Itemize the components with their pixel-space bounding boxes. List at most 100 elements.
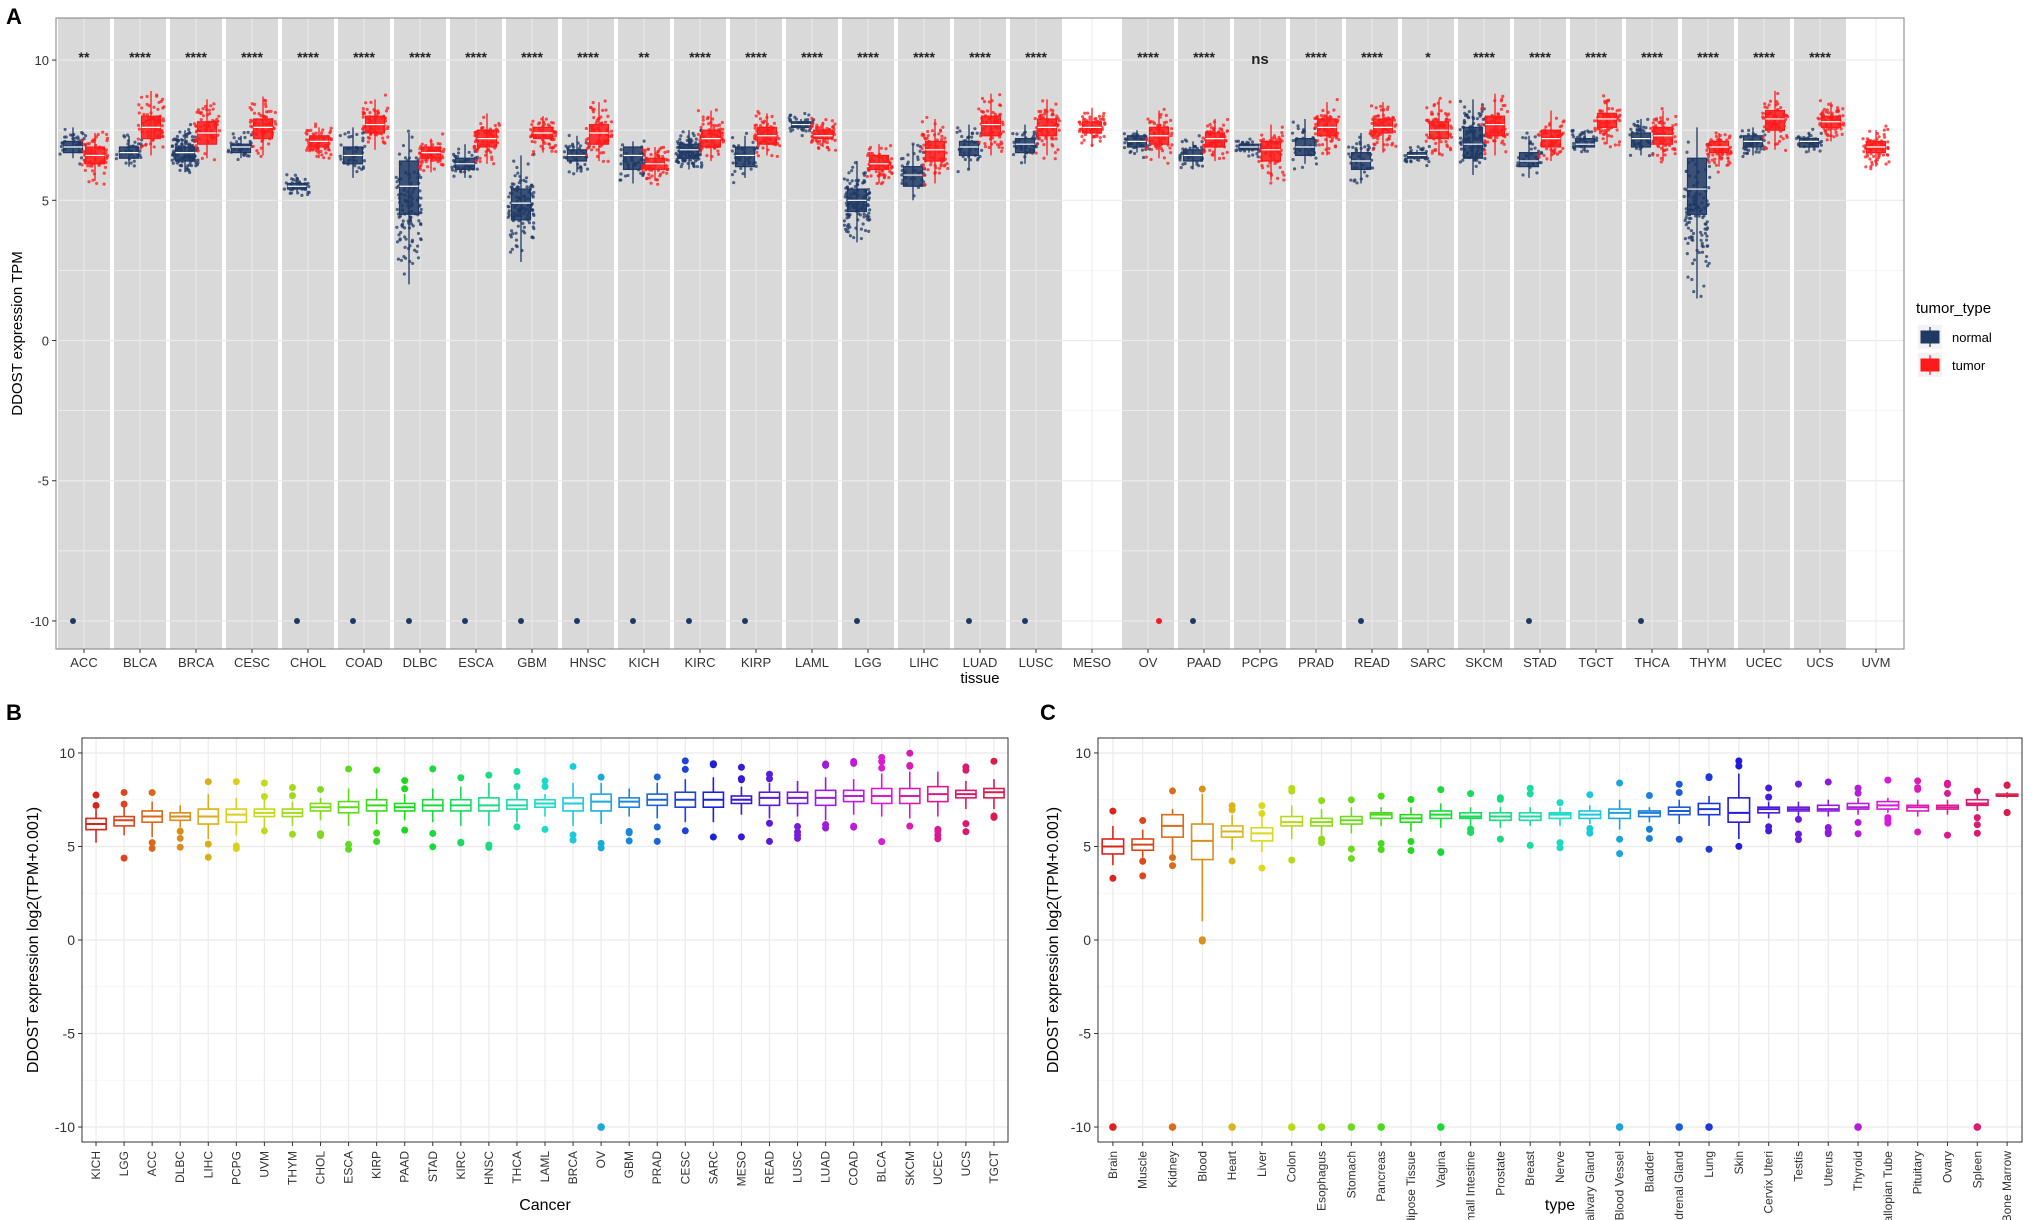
jitter-point	[1122, 146, 1127, 150]
jitter-point	[80, 163, 84, 167]
jitter-point	[524, 179, 528, 184]
jitter-point	[1761, 116, 1765, 120]
jitter-point	[1483, 148, 1487, 152]
box-coad-tumor	[361, 93, 390, 150]
jitter-point	[343, 132, 347, 136]
jitter-point	[866, 153, 870, 158]
jitter-point	[649, 152, 653, 157]
jitter-point	[103, 165, 108, 169]
jitter-point	[1439, 109, 1443, 113]
jitter-point	[789, 129, 793, 133]
jitter-point	[349, 134, 353, 139]
jitter-point	[475, 167, 479, 171]
jitter-point	[1241, 140, 1245, 144]
jitter-point	[1673, 152, 1677, 156]
jitter-point	[507, 213, 511, 217]
panel-b-x-tick-label: KICH	[89, 1151, 103, 1180]
jitter-point	[688, 158, 693, 162]
jitter-point	[248, 120, 253, 124]
jitter-point	[1393, 124, 1397, 128]
jitter-point	[1768, 99, 1773, 103]
jitter-point	[1234, 139, 1238, 143]
jitter-point	[911, 142, 915, 146]
jitter-point	[1273, 136, 1277, 140]
panel-b-y-tick-label: 0	[67, 932, 75, 948]
jitter-point	[589, 148, 594, 152]
box-acc-tumor	[80, 130, 110, 186]
jitter-point	[216, 133, 220, 137]
jitter-point	[1719, 155, 1723, 160]
jitter-point	[514, 231, 518, 235]
jitter-point	[867, 229, 871, 233]
jitter-point	[1823, 128, 1827, 132]
outlier-point	[990, 813, 998, 821]
jitter-point	[867, 211, 871, 215]
jitter-point	[432, 167, 436, 171]
significance-label-lihc: ****	[913, 49, 935, 65]
jitter-point	[1282, 178, 1286, 182]
jitter-point	[1545, 147, 1549, 151]
jitter-point	[91, 178, 95, 182]
jitter-point	[209, 104, 213, 108]
jitter-point	[201, 114, 205, 118]
jitter-point	[59, 144, 63, 149]
jitter-point	[1776, 91, 1780, 96]
jitter-point	[217, 114, 221, 118]
outlier-point	[120, 854, 128, 862]
jitter-point	[643, 148, 647, 152]
jitter-point	[744, 131, 749, 135]
jitter-point	[1884, 124, 1888, 128]
outlier-point	[176, 827, 184, 835]
jitter-point	[1692, 258, 1697, 262]
jitter-point	[1705, 148, 1709, 152]
jitter-point	[513, 174, 517, 178]
jitter-point	[1525, 131, 1529, 135]
jitter-point	[758, 117, 763, 121]
jitter-point	[1035, 142, 1039, 146]
jitter-point	[455, 154, 460, 159]
jitter-point	[678, 137, 682, 141]
panel-a-x-tick-label: LIHC	[909, 655, 939, 670]
jitter-point	[105, 132, 109, 137]
jitter-point	[591, 110, 595, 114]
jitter-point	[1761, 135, 1765, 140]
jitter-point	[754, 164, 758, 168]
jitter-point	[285, 173, 289, 177]
jitter-point	[868, 208, 872, 212]
jitter-point	[1463, 105, 1467, 109]
jitter-point	[867, 215, 871, 219]
outlier-point	[232, 778, 240, 786]
jitter-point	[416, 231, 421, 236]
jitter-point	[926, 168, 930, 172]
jitter-point	[489, 150, 493, 154]
jitter-point	[995, 143, 1000, 147]
panel-b-x-tick-label: ACC	[145, 1151, 159, 1177]
jitter-point	[720, 134, 724, 138]
jitter-point	[478, 159, 482, 164]
jitter-point	[567, 170, 571, 174]
jitter-point	[916, 157, 920, 162]
panel-b-x-tick-label: PCPG	[229, 1151, 243, 1185]
jitter-point	[1169, 133, 1173, 138]
jitter-point	[432, 158, 436, 162]
low-outlier-point	[966, 617, 972, 624]
jitter-point	[478, 156, 482, 161]
jitter-point	[194, 124, 198, 128]
jitter-point	[1741, 154, 1745, 159]
jitter-point	[1266, 171, 1270, 175]
jitter-point	[161, 119, 165, 123]
jitter-point	[754, 114, 758, 118]
jitter-point	[303, 177, 307, 181]
jitter-point	[237, 136, 241, 141]
jitter-point	[192, 122, 197, 126]
jitter-point	[1088, 115, 1092, 119]
jitter-point	[585, 147, 589, 151]
jitter-point	[1822, 107, 1827, 112]
jitter-point	[1776, 142, 1780, 146]
jitter-point	[1098, 139, 1102, 143]
panel-a-x-tick-label: THYM	[1690, 655, 1727, 670]
jitter-point	[604, 108, 608, 112]
jitter-point	[194, 144, 198, 148]
jitter-point	[1349, 178, 1353, 182]
